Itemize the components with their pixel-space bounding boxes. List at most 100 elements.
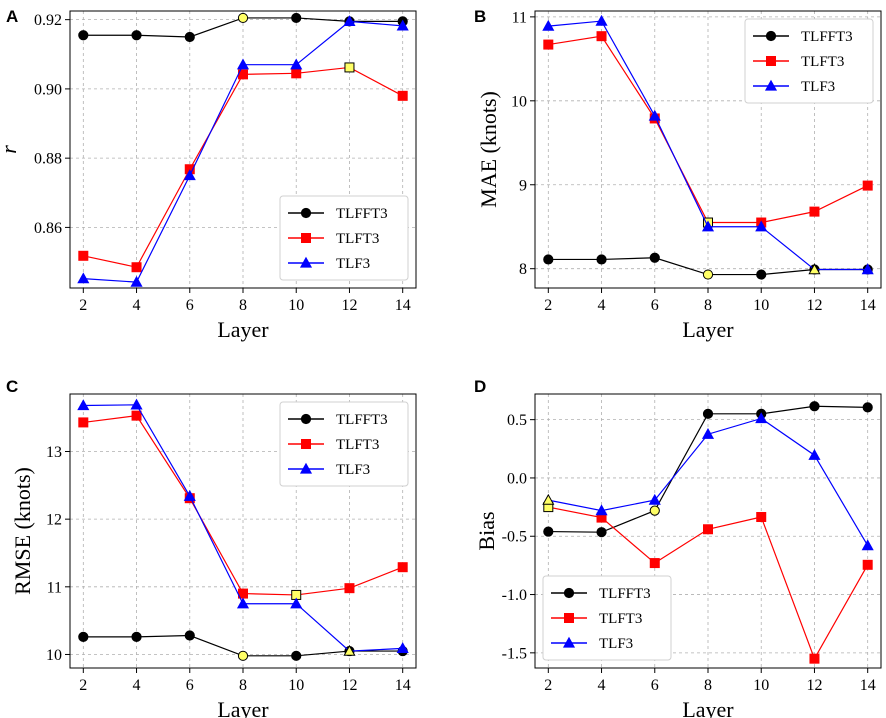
x-axis-label: Layer — [682, 317, 734, 342]
data-point-tlf3 — [343, 15, 356, 27]
data-point-tlft3 — [344, 62, 355, 73]
data-point-tlf3 — [343, 644, 356, 656]
x-tick-label: 8 — [239, 677, 247, 694]
data-point-tlft3 — [397, 562, 408, 573]
x-axis-label: Layer — [217, 697, 269, 718]
x-axis-label: Layer — [682, 697, 734, 718]
data-point-tlf3 — [130, 275, 143, 287]
data-point-tlf3 — [808, 263, 821, 275]
x-tick-label: 2 — [79, 297, 87, 314]
data-point-tlfft3 — [596, 527, 607, 538]
data-point-tlf3 — [290, 597, 303, 609]
legend: TLFFT3 TLFT3 TLF3 — [744, 18, 874, 104]
x-axis-label: Layer — [217, 317, 269, 342]
x-tick-label: 12 — [806, 677, 822, 694]
x-tick-label: 6 — [651, 297, 659, 314]
legend-box — [279, 195, 409, 281]
legend: TLFFT3 TLFT3 TLF3 — [279, 401, 409, 487]
data-point-tlf3 — [595, 14, 608, 26]
legend-marker-tlfft3 — [563, 587, 575, 599]
data-point-tlfft3 — [184, 630, 195, 641]
legend-label: TLFT3 — [599, 611, 642, 627]
legend-box — [744, 18, 874, 104]
panel-letter: A — [6, 7, 18, 26]
legend-marker-tlft3 — [301, 233, 311, 243]
data-point-tlf3 — [236, 58, 250, 70]
x-tick-label: 12 — [341, 297, 357, 314]
legend-label: TLFFT3 — [336, 206, 388, 222]
data-point-tlf3 — [130, 398, 143, 410]
x-tick-label: 10 — [753, 297, 769, 314]
data-point-tlf3 — [183, 169, 196, 181]
y-tick-label: 11 — [512, 9, 527, 26]
data-point-tlft3 — [78, 250, 89, 261]
y-tick-label: 12 — [46, 512, 62, 529]
x-tick-label: 4 — [133, 297, 141, 314]
x-tick-label: 2 — [544, 297, 552, 314]
data-point-tlf3 — [808, 448, 821, 460]
data-point-tlf3 — [396, 19, 409, 31]
data-point-tlf3 — [701, 427, 715, 439]
x-tick-label: 12 — [341, 677, 357, 694]
data-point-tlfft3 — [596, 254, 607, 265]
data-point-tlfft3 — [809, 401, 820, 412]
y-tick-label: 0.5 — [507, 412, 527, 429]
legend-label: TLF3 — [336, 462, 370, 478]
data-point-tlfft3 — [184, 31, 195, 43]
x-tick-label: 8 — [704, 297, 712, 314]
data-point-tlf3 — [861, 263, 874, 275]
x-tick-label: 14 — [860, 677, 876, 694]
data-point-tlfft3 — [702, 269, 714, 280]
x-tick-label: 8 — [704, 677, 712, 694]
data-point-tlf3 — [755, 412, 768, 424]
y-axis-label: Bias — [474, 511, 499, 550]
x-tick-label: 14 — [395, 297, 411, 314]
data-point-tlfft3 — [543, 254, 554, 265]
data-point-tlft3 — [862, 180, 873, 191]
y-tick-label: 10 — [511, 93, 527, 110]
legend-label: TLFFT3 — [599, 586, 651, 602]
data-point-tlfft3 — [131, 30, 142, 41]
data-point-tlft3 — [809, 653, 820, 664]
legend-label: TLF3 — [599, 636, 633, 652]
legend-box — [542, 575, 672, 661]
legend-label: TLF3 — [801, 79, 835, 95]
panel-c: C 2 4 6 8 10 12 14 10 11 12 13 Layer RMSE (knots) TLFF… — [6, 377, 417, 718]
legend-label: TLFT3 — [801, 54, 844, 70]
y-axis-label: RMSE (knots) — [10, 467, 35, 595]
x-tick-label: 2 — [544, 677, 552, 694]
data-point-tlf3 — [396, 642, 409, 654]
data-point-tlft3 — [596, 31, 607, 42]
data-point-tlf3 — [236, 597, 250, 609]
panel-letter: C — [6, 377, 18, 396]
x-tick-label: 10 — [288, 677, 304, 694]
data-point-tlft3 — [703, 524, 713, 535]
legend-marker-tlfft3 — [765, 30, 777, 42]
y-tick-label: -0.5 — [502, 529, 527, 546]
data-point-tlft3 — [397, 90, 408, 101]
y-tick-label: 0.92 — [34, 12, 62, 29]
legend-marker-tlf3 — [299, 256, 313, 268]
legend-marker-tlf3 — [562, 636, 576, 648]
data-point-tlft3 — [756, 512, 767, 523]
y-tick-label: 11 — [47, 579, 62, 596]
legend-box — [279, 401, 409, 487]
data-point-tlf3 — [755, 220, 768, 232]
data-point-tlf3 — [701, 220, 715, 232]
y-tick-label: 0.90 — [34, 81, 62, 98]
legend-label: TLFFT3 — [336, 412, 388, 428]
x-tick-label: 8 — [239, 297, 247, 314]
y-tick-label: 13 — [46, 444, 62, 461]
y-tick-label: 8 — [519, 261, 527, 278]
legend-marker-tlft3 — [766, 56, 776, 66]
data-point-tlft3 — [78, 417, 89, 428]
legend-label: TLF3 — [336, 256, 370, 272]
x-tick-label: 6 — [186, 677, 194, 694]
y-tick-label: -1.0 — [502, 587, 527, 604]
x-tick-label: 14 — [860, 297, 876, 314]
data-point-tlft3 — [649, 558, 660, 569]
legend-marker-tlft3 — [564, 613, 574, 623]
data-point-tlfft3 — [649, 252, 660, 263]
